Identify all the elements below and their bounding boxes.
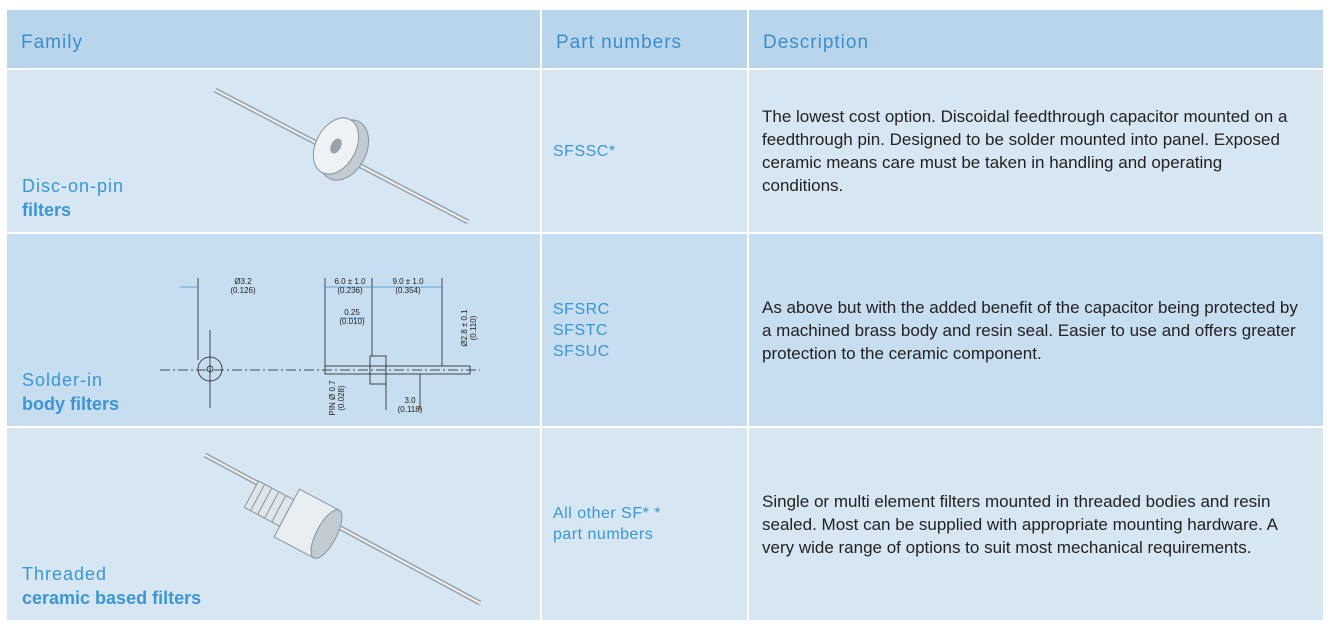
part-number: SFSTC bbox=[553, 321, 608, 339]
disc-on-pin-image bbox=[213, 87, 470, 225]
part-number: SFSSC* bbox=[553, 142, 616, 160]
family-line-bold: ceramic based filters bbox=[22, 588, 202, 608]
dimension-label: (0.126) bbox=[230, 286, 256, 295]
part-numbers-cell: SFSSC* bbox=[542, 70, 747, 232]
family-line: Threaded bbox=[22, 564, 108, 584]
family-line-bold: body filters bbox=[22, 394, 120, 414]
dimension-label: (0.110) bbox=[469, 315, 478, 340]
description-cell: As above but with the added benefit of t… bbox=[749, 234, 1323, 426]
description: Single or multi element filters mounted … bbox=[762, 491, 1278, 557]
family-name: Disc-on-pin filters bbox=[22, 174, 124, 222]
dimension-label: 9.0 ± 1.0 bbox=[392, 277, 424, 286]
family-line-bold: filters bbox=[22, 200, 72, 220]
header-description: Description bbox=[749, 10, 1323, 68]
description: The lowest cost option. Discoidal feedth… bbox=[762, 107, 1288, 195]
dimension-label: PIN Ø 0.7 bbox=[328, 380, 337, 416]
dimension-label: (0.118) bbox=[398, 405, 423, 414]
part-number: SFSUC bbox=[553, 342, 610, 360]
family-line: Solder-in bbox=[22, 370, 104, 390]
dimension-label: (0.354) bbox=[395, 286, 421, 295]
part-numbers-cell: All other SF* * part numbers bbox=[542, 428, 747, 620]
family-name: Solder-in body filters bbox=[22, 368, 119, 416]
part-numbers-cell: SFSRC SFSTC SFSUC bbox=[542, 234, 747, 426]
dimension-label: (0.010) bbox=[339, 317, 365, 326]
dimension-label: Ø2.8 ± 0.1 bbox=[460, 309, 469, 347]
family-name: Threaded ceramic based filters bbox=[22, 562, 201, 610]
dimension-label: (0.028) bbox=[337, 385, 346, 411]
family-cell: Disc-on-pin filters bbox=[7, 70, 540, 232]
description-cell: The lowest cost option. Discoidal feedth… bbox=[749, 70, 1323, 232]
dimension-label: 0.25 bbox=[344, 308, 360, 317]
drawing-labels: Ø3.2(0.126) 6.0 ± 1.0(0.236) 9.0 ± 1.0(0.3… bbox=[230, 277, 478, 416]
part-number: All other SF* * bbox=[553, 505, 661, 522]
family-line: Disc-on-pin bbox=[22, 176, 125, 196]
header-part-numbers: Part numbers bbox=[542, 10, 747, 68]
dimension-label: Ø3.2 bbox=[234, 277, 252, 286]
dimension-label: (0.236) bbox=[337, 286, 363, 295]
description-cell: Single or multi element filters mounted … bbox=[749, 428, 1323, 620]
part-number: part numbers bbox=[553, 526, 654, 543]
family-cell: Solder-in body filters bbox=[7, 234, 540, 426]
part-number: SFSRC bbox=[553, 300, 610, 318]
threaded-image bbox=[203, 452, 482, 606]
dimension-label: 3.0 bbox=[404, 396, 416, 405]
description: As above but with the added benefit of t… bbox=[762, 297, 1298, 363]
solder-in-drawing bbox=[160, 278, 480, 410]
dimension-label: 6.0 ± 1.0 bbox=[334, 277, 366, 286]
header-family: Family bbox=[7, 10, 540, 68]
